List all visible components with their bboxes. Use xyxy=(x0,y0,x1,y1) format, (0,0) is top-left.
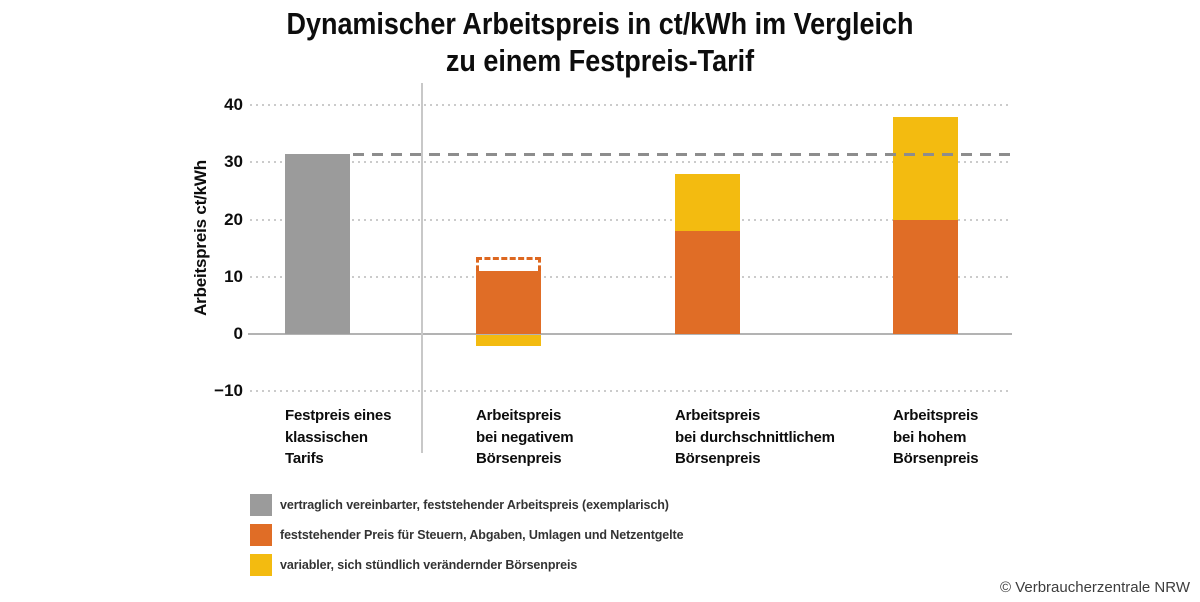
category-label-line: Tarifs xyxy=(285,450,324,467)
category-label-line: Arbeitspreis xyxy=(476,407,562,424)
y-tick-label-40: 40 xyxy=(224,95,243,115)
category-label-line: bei hohem xyxy=(893,428,967,446)
fixed-price-dashed-outline xyxy=(476,256,541,272)
category-label-line: bei durchschnittlichem xyxy=(675,428,835,446)
category-label-line: bei negativem xyxy=(476,428,574,446)
x-axis-zero-line xyxy=(248,333,1012,335)
y-tick-label-30: 30 xyxy=(224,152,243,172)
category-label-line: Börsenpreis xyxy=(476,450,562,467)
legend-item-0: vertraglich vereinbarter, feststehender … xyxy=(250,494,669,516)
legend-swatch xyxy=(250,524,272,546)
category-label-0: Festpreis eines klassischen Tarifs xyxy=(285,405,391,470)
copyright-text: © Verbraucherzentrale NRW xyxy=(999,579,1190,596)
category-label-line: Börsenpreis xyxy=(893,450,979,467)
y-tick-label-0: 0 xyxy=(233,324,243,343)
y-tick-label-10: 10 xyxy=(224,266,243,286)
gridline--10 xyxy=(250,390,1012,393)
fixed-costs-bar-1 xyxy=(476,271,541,334)
legend-item-1: feststehender Preis für Steuern, Abgaben… xyxy=(250,524,684,546)
gridline-40 xyxy=(250,104,1012,107)
festpreis-bar xyxy=(285,153,350,334)
gridline-20 xyxy=(250,218,1012,221)
festpreis-reference-line xyxy=(353,152,1012,156)
category-label-line: Festpreis eines xyxy=(285,407,392,424)
festpreis-divider-line xyxy=(421,83,423,453)
boersenpreis-negative-bar-1 xyxy=(476,335,541,347)
legend-label: variabler, sich stündlich verändernder B… xyxy=(280,558,578,572)
y-tick-label--10: −10 xyxy=(214,381,243,401)
category-label-line: Arbeitspreis xyxy=(675,407,761,424)
fixed-costs-bar-3 xyxy=(893,219,958,334)
legend-swatch xyxy=(250,494,272,516)
boersenpreis-bar-3 xyxy=(893,116,958,220)
fixed-costs-bar-2 xyxy=(675,231,740,334)
chart-title-line2: zu einem Festpreis-Tarif xyxy=(445,43,755,78)
category-label-line: Arbeitspreis xyxy=(893,407,979,424)
category-label-3: Arbeitspreis bei hohem Börsenpreis xyxy=(893,405,979,470)
y-tick-label-20: 20 xyxy=(224,209,243,229)
legend-item-2: variabler, sich stündlich verändernder B… xyxy=(250,554,577,576)
category-label-line: Börsenpreis xyxy=(675,450,761,467)
chart-title-line1: Dynamischer Arbeitspreis in ct/kWh im Ve… xyxy=(286,6,914,41)
category-label-line: klassischen xyxy=(285,428,368,446)
legend-swatch xyxy=(250,554,272,576)
category-label-2: Arbeitspreis bei durchschnittlichem Börsen… xyxy=(675,405,835,470)
chart-title: Dynamischer Arbeitspreis in ct/kWh im Ve… xyxy=(78,5,1122,79)
legend-label: vertraglich vereinbarter, feststehender … xyxy=(280,498,669,512)
legend-label: feststehender Preis für Steuern, Abgaben… xyxy=(280,528,684,542)
gridline-10 xyxy=(250,275,1012,278)
category-label-1: Arbeitspreis bei negativem Börsenpreis xyxy=(476,405,574,470)
gridline-30 xyxy=(250,161,1012,164)
boersenpreis-bar-2 xyxy=(675,173,740,232)
